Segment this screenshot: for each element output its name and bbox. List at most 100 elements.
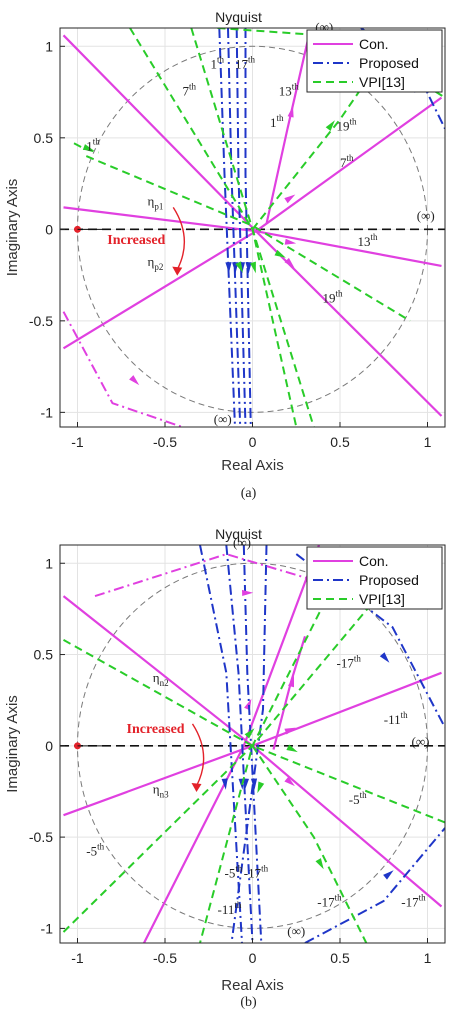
y-tick-label: -0.5 [29, 313, 53, 329]
harmonic-label: 7th [183, 82, 197, 99]
x-tick-label: 0 [249, 950, 257, 966]
y-tick-label: 0.5 [34, 130, 54, 146]
legend-entry: Con. [359, 553, 389, 569]
harmonic-label: -17th [337, 653, 362, 670]
direction-arrow [250, 778, 258, 790]
legend-entry: Proposed [359, 572, 419, 588]
y-tick-label: -1 [41, 920, 54, 936]
harmonic-label: ηn2 [153, 670, 169, 688]
series-line-vpi-13--4 [73, 142, 99, 154]
x-axis-label: Real Axis [221, 977, 284, 994]
x-tick-label: 0.5 [330, 950, 350, 966]
harmonic-label: -5th [349, 790, 367, 807]
chart-title: Nyquist [215, 9, 262, 25]
harmonic-label: 19th [337, 116, 358, 133]
legend: Con. Proposed VPI[13] [306, 546, 443, 610]
legend: Con. Proposed VPI[13] [306, 29, 443, 93]
direction-arrow [288, 675, 294, 688]
harmonic-label: 17th [235, 54, 256, 71]
x-tick-label: -1 [71, 950, 84, 966]
infinity-label: (∞) [214, 411, 232, 426]
direction-arrow [250, 261, 256, 274]
x-tick-label: 0 [249, 434, 257, 450]
direction-arrow [82, 144, 95, 151]
y-axis-label: Imaginary Axis [4, 179, 21, 277]
increased-label: Increased [127, 722, 185, 737]
series-line-vpi-13--1 [85, 155, 411, 322]
harmonic-label: 1th [270, 113, 284, 130]
legend-entry: Con. [359, 36, 389, 52]
harmonic-label: ηp2 [148, 254, 164, 272]
y-tick-label: 0 [45, 221, 53, 237]
series-line-con--2 [63, 206, 442, 267]
direction-arrow [284, 727, 296, 735]
legend-entry: VPI[13] [359, 591, 405, 607]
y-tick-label: 1 [45, 38, 53, 54]
direction-arrow [245, 262, 252, 274]
series-line-proposed-3 [230, 545, 268, 943]
harmonic-label: -5th [225, 863, 243, 880]
series-line-vpi-13--3 [251, 54, 385, 230]
x-tick-label: 1 [424, 434, 432, 450]
x-axis-label: Real Axis [221, 457, 284, 474]
series-line-proposed-3 [244, 28, 252, 427]
harmonic-label: 19th [323, 289, 344, 306]
increased-arrow-head [191, 782, 202, 792]
series-line-proposed-5 [304, 827, 445, 943]
infinity-label: (∞) [287, 924, 305, 939]
series-line-proposed-2 [242, 545, 263, 943]
harmonic-label: -11th [218, 900, 242, 917]
infinity-label: (∞) [233, 535, 251, 550]
harmonic-label: -11th [384, 710, 408, 727]
direction-arrow [325, 120, 335, 131]
y-axis-label: Imaginary Axis [4, 695, 21, 793]
harmonic-label: 13th [358, 232, 379, 249]
x-tick-label: -0.5 [153, 434, 177, 450]
harmonic-label: ηn3 [153, 781, 169, 799]
series-line-con-infinite-arc--0 [62, 311, 183, 427]
y-tick-label: 1 [45, 555, 53, 571]
increased-arrow-head [172, 266, 183, 276]
direction-arrow [315, 858, 324, 870]
direction-arrow [257, 781, 265, 794]
x-tick-label: 0.5 [330, 434, 350, 450]
legend-entry: VPI[13] [359, 74, 405, 90]
series-line-proposed-1 [225, 545, 254, 943]
harmonic-label: 1th [86, 137, 100, 154]
y-tick-label: 0 [45, 738, 53, 754]
increased-arrow [172, 206, 186, 270]
increased-arrow [191, 723, 205, 787]
y-tick-label: -1 [41, 404, 54, 420]
panel-label: (a) [241, 486, 257, 501]
increased-label: Increased [107, 233, 165, 248]
chart-panel-a: -1 -0.5 0 0.5 1 -1 -0.5 0 0.5 1 Nyquist Real Axis Im… [4, 9, 446, 501]
direction-arrow [242, 589, 254, 596]
direction-arrow [225, 262, 232, 274]
series-line-proposed-0 [218, 28, 236, 427]
harmonic-label: -17th [401, 892, 426, 909]
direction-arrow [242, 778, 249, 790]
series-line-con--2 [143, 545, 321, 943]
direction-arrow [284, 776, 295, 787]
harmonic-label: -17th [317, 892, 342, 909]
direction-arrow [286, 744, 298, 753]
chart-title: Nyquist [215, 526, 262, 542]
direction-arrow [284, 257, 295, 268]
direction-arrow [129, 375, 140, 386]
harmonic-label: 1th [211, 54, 225, 71]
direction-arrow [383, 870, 394, 880]
direction-arrow [284, 194, 296, 204]
series-line-proposed-0 [199, 545, 243, 943]
series-line-vpi-13--1 [63, 639, 445, 824]
harmonic-label: 13th [279, 82, 300, 99]
series-line-proposed-1 [227, 28, 242, 427]
harmonic-label: 7th [340, 153, 354, 170]
direction-arrow [221, 778, 228, 790]
harmonic-label: -5th [86, 841, 104, 858]
chart-panel-b: -1 -0.5 0 0.5 1 -1 -0.5 0 0.5 1 Nyquist Real Axis Im… [4, 526, 446, 1010]
harmonic-label: ηp1 [148, 194, 164, 212]
series-line-con--3 [265, 36, 310, 225]
infinity-label: (∞) [417, 208, 435, 223]
direction-arrow [379, 652, 390, 663]
